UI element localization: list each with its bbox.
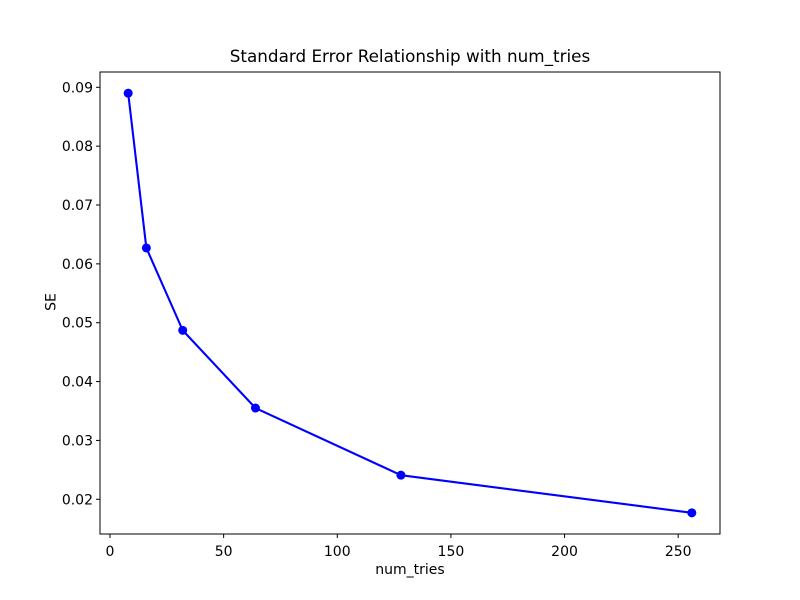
x-tick-label: 50 [215,544,233,560]
data-point [141,243,151,253]
plot-content: 0 50 100 150 200 250 0.02 0.03 0.04 0.05 0.06 0.07 0… [62,71,721,560]
x-tick-label: 250 [665,544,692,560]
y-tick-label: 0.08 [62,139,93,155]
x-tick-label: 0 [106,544,115,560]
chart-title: Standard Error Relationship with num_tri… [230,46,590,67]
x-tick-label: 200 [551,544,578,560]
se-line [127,92,693,514]
x-axis-label: num_tries [375,562,444,578]
data-point [687,508,697,518]
y-tick-label: 0.09 [62,80,93,96]
y-tick-label: 0.02 [62,492,93,508]
y-tick-label: 0.04 [62,375,93,391]
plot-area-frame [99,71,721,535]
y-axis-label: SE [44,293,60,311]
x-tick-label: 150 [438,544,465,560]
y-tick-label: 0.06 [62,257,93,273]
data-point [178,325,188,335]
y-tick-label: 0.03 [62,433,93,449]
y-tick-label: 0.07 [62,198,93,214]
data-point [396,470,406,480]
data-point [250,403,260,413]
data-point [123,88,133,98]
x-tick-label: 100 [324,544,351,560]
y-tick-label: 0.05 [62,316,93,332]
